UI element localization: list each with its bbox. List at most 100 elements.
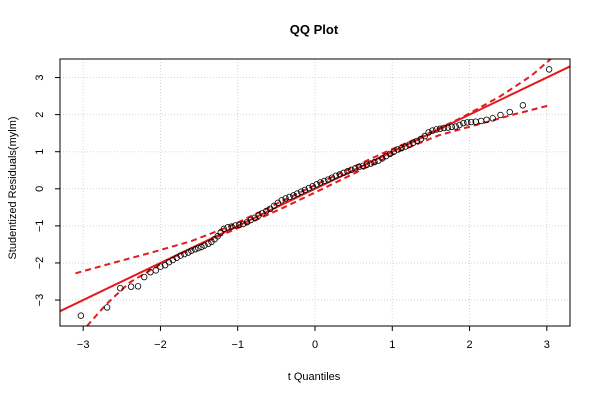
data-point [117,284,124,292]
data-point [402,143,409,150]
data-point [165,259,173,266]
data-point [309,182,316,190]
data-point [192,246,199,253]
data-point [127,283,135,290]
data-point [355,163,363,171]
y-tick-label: −2 [34,257,46,270]
data-point [483,116,490,124]
data-point [141,273,148,281]
x-axis-label: t Quantiles [288,371,341,383]
data-point [409,139,417,147]
confidence-envelope [75,58,552,327]
data-point [382,152,390,160]
x-tick-label: 1 [389,339,395,351]
data-point [398,144,405,152]
y-tick-label: 0 [34,186,46,192]
envelope-lower [86,104,551,327]
data-point [286,193,293,201]
data-point [169,256,177,264]
data-point [228,223,235,230]
data-point [444,124,452,131]
data-point [328,174,336,181]
data-point [519,102,527,109]
data-point [177,252,184,259]
data-point [448,123,455,131]
data-point [359,162,367,169]
data-point [371,158,378,166]
data-point [506,108,513,116]
data-point [406,141,413,148]
data-point [363,161,370,168]
data-point [217,229,224,236]
data-point [313,181,320,188]
data-point [386,150,394,158]
data-point [379,155,386,162]
data-point [436,125,444,132]
data-point [429,127,436,134]
y-tick-label: −1 [34,220,46,233]
y-tick-label: 1 [34,149,46,155]
data-point [344,168,351,175]
data-point [259,210,266,217]
data-point [545,66,553,73]
data-point [188,247,195,254]
envelope-upper [75,58,552,275]
data-point [301,186,309,194]
data-point [224,224,231,231]
data-point [324,176,332,183]
data-point [294,190,301,197]
data-point [467,118,475,126]
data-point [195,244,202,252]
data-point [173,254,180,261]
data-point [251,214,258,221]
data-point [147,269,154,276]
data-point [332,172,340,180]
data-points [77,66,553,319]
y-axis-label: Studentized Residuals(mylm) [7,116,19,259]
data-point [497,111,504,119]
y-tick-label: −3 [34,294,46,307]
data-point [157,263,164,270]
data-point [232,222,239,229]
data-point [440,124,448,132]
data-point [421,132,428,140]
data-point [185,249,192,256]
data-point [243,218,251,226]
data-point [205,240,212,247]
data-point [220,225,228,233]
data-point [425,129,432,136]
data-point [367,160,374,167]
chart-title: QQ Plot [290,22,339,37]
data-point [239,220,247,228]
data-point [290,192,297,199]
data-point [477,117,485,125]
data-point [214,233,221,240]
reference-line-segment [59,65,571,313]
data-point [340,169,347,177]
data-point [433,126,440,133]
data-point [460,119,467,127]
data-point [77,312,85,319]
data-point [103,304,111,311]
x-tick-label: 2 [466,339,472,351]
y-tick-label: 2 [34,112,46,118]
data-point [305,184,313,192]
data-point [134,283,142,290]
data-point [152,267,160,274]
x-tick-label: 3 [544,339,550,351]
data-point [201,242,208,249]
data-point [181,250,188,258]
data-point [351,165,359,172]
data-point [464,119,471,126]
data-point [456,121,463,129]
x-axis: −3 −2 −1 0 1 2 3 [77,326,550,351]
data-point [198,243,205,251]
data-point [282,195,289,202]
data-point [413,137,421,145]
data-point [489,115,496,122]
data-point [321,177,328,185]
x-tick-label: −2 [154,339,167,351]
data-point [394,146,401,153]
data-point [247,216,255,224]
